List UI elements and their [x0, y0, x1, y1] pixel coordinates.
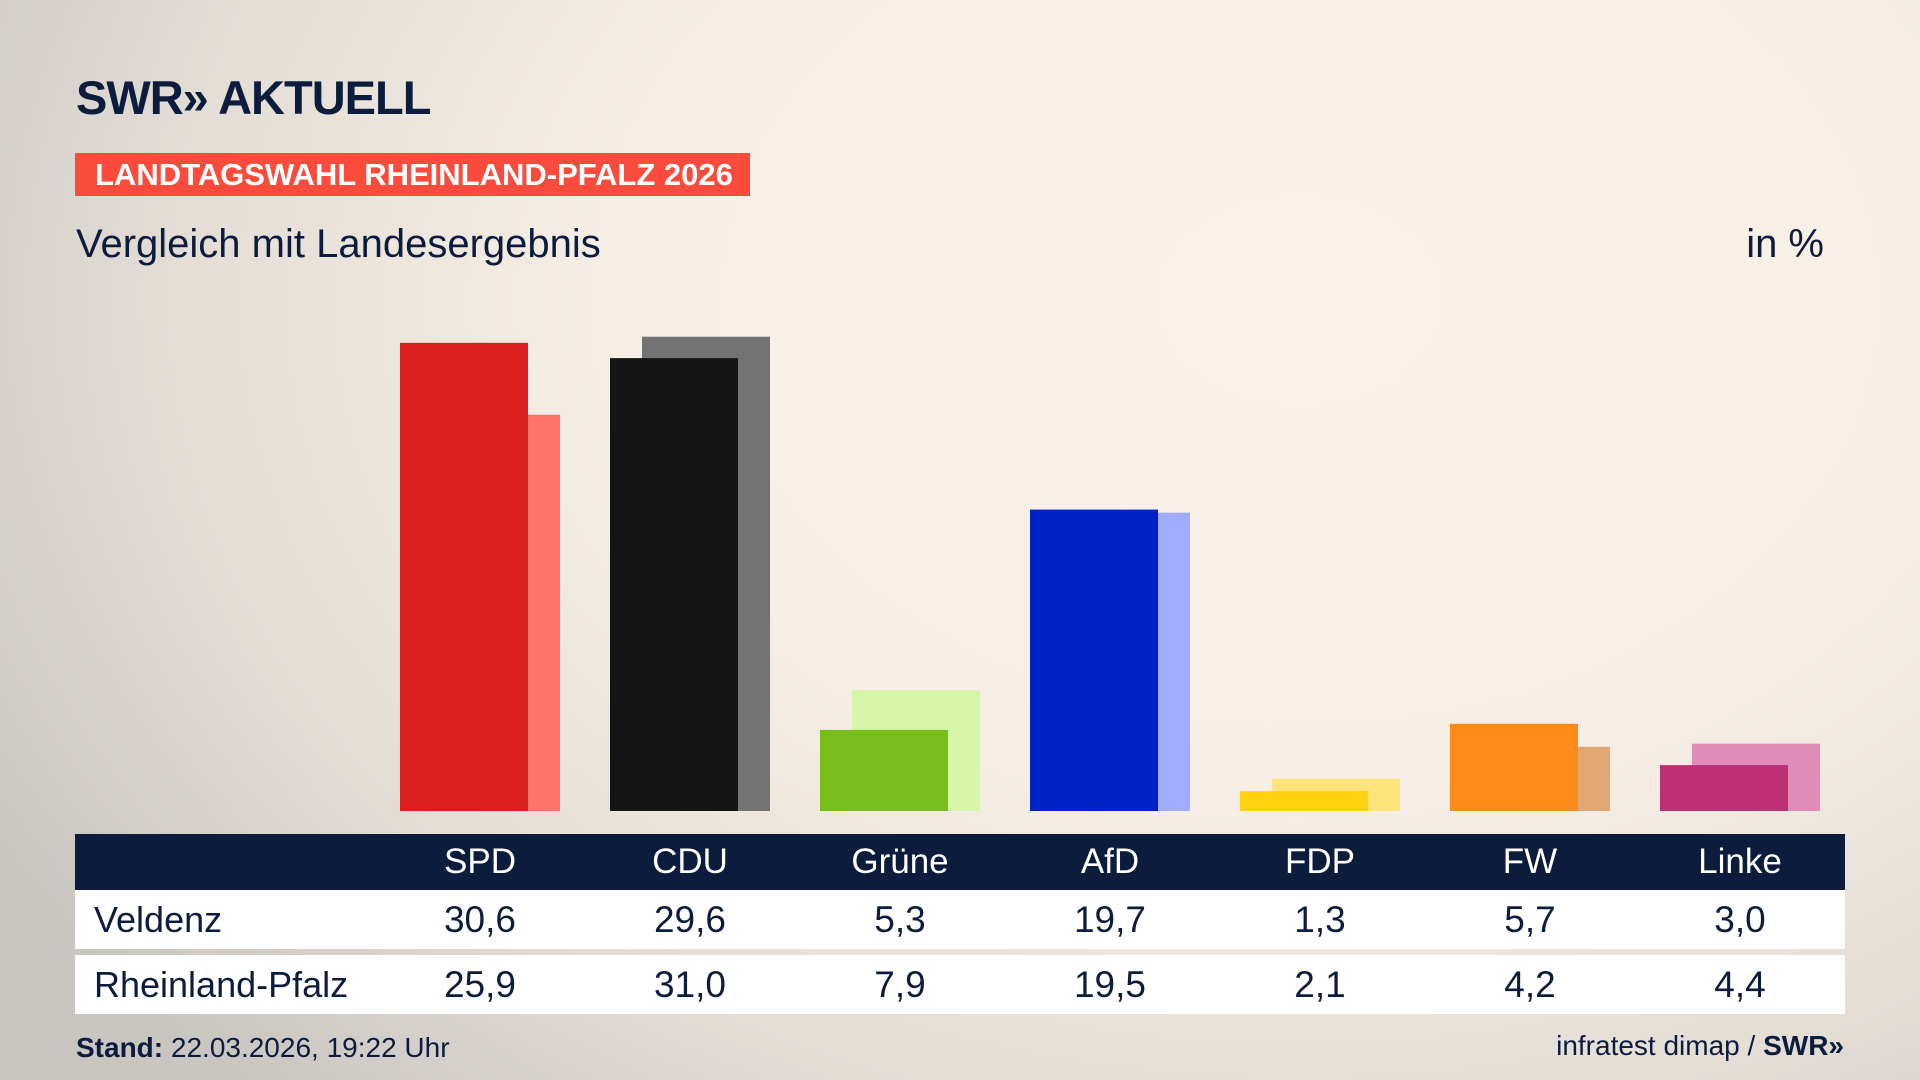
swr-aktuell-logo: SWR» AKTUELL: [76, 71, 431, 124]
value-cell: 2,1: [1294, 964, 1346, 1005]
column-header: FDP: [1285, 842, 1355, 881]
column-header: Grüne: [851, 842, 949, 881]
swr-logo: SWR»: [1763, 1030, 1844, 1061]
row-label: Rheinland-Pfalz: [94, 964, 349, 1005]
column-header: SPD: [444, 842, 516, 881]
table-header: SPD CDU Grüne AfD FDP FW Linke: [75, 834, 1845, 890]
stand-label: Stand:: [76, 1032, 164, 1063]
value-cell: 31,0: [653, 964, 726, 1005]
table-row-veldenz: Veldenz 30,6 29,6 5,3 19,7 1,3 5,7 3,0: [75, 890, 1845, 949]
bar-spd-veldenz: [400, 342, 528, 811]
table-row-rheinland-pfalz: Rheinland-Pfalz 25,9 31,0 7,9 19,5 2,1 4,2 4,4: [75, 955, 1845, 1014]
bar-grüne-veldenz: [820, 729, 948, 811]
value-cell: 4,4: [1714, 964, 1766, 1005]
value-cell: 1,3: [1294, 899, 1346, 940]
bar-fdp-veldenz: [1240, 791, 1368, 811]
value-cell: 7,9: [874, 964, 926, 1005]
value-cell: 19,5: [1073, 964, 1146, 1005]
bar-linke-veldenz: [1660, 765, 1788, 811]
bar-cdu-veldenz: [610, 358, 738, 811]
row-label: Veldenz: [94, 899, 223, 940]
chart-subtitle: Vergleich mit Landesergebnis: [76, 222, 601, 266]
value-cell: 3,0: [1714, 899, 1766, 940]
column-header: AfD: [1080, 842, 1140, 881]
value-cell: 4,2: [1504, 964, 1556, 1005]
stand-value: 22.03.2026, 19:22 Uhr: [163, 1032, 450, 1063]
source: infratest dimap / SWR»: [1556, 1030, 1844, 1062]
value-cell: 5,3: [874, 899, 926, 940]
column-header: Linke: [1698, 842, 1782, 881]
bar-fw-veldenz: [1450, 723, 1578, 811]
unit-label: in %: [1746, 222, 1824, 266]
value-cell: 29,6: [653, 899, 726, 940]
timestamp: Stand: 22.03.2026, 19:22 Uhr: [76, 1032, 450, 1064]
value-cell: 25,9: [443, 964, 516, 1005]
election-banner: LANDTAGSWAHL RHEINLAND-PFALZ 2026: [75, 153, 750, 196]
value-cell: 19,7: [1073, 899, 1146, 940]
bar-afd-veldenz: [1030, 509, 1158, 811]
bar-chart: [400, 336, 1820, 811]
value-cell: 30,6: [443, 899, 516, 940]
column-header: FW: [1502, 842, 1558, 881]
value-cell: 5,7: [1504, 899, 1556, 940]
source-text: infratest dimap /: [1556, 1030, 1764, 1061]
column-header: CDU: [652, 842, 728, 881]
